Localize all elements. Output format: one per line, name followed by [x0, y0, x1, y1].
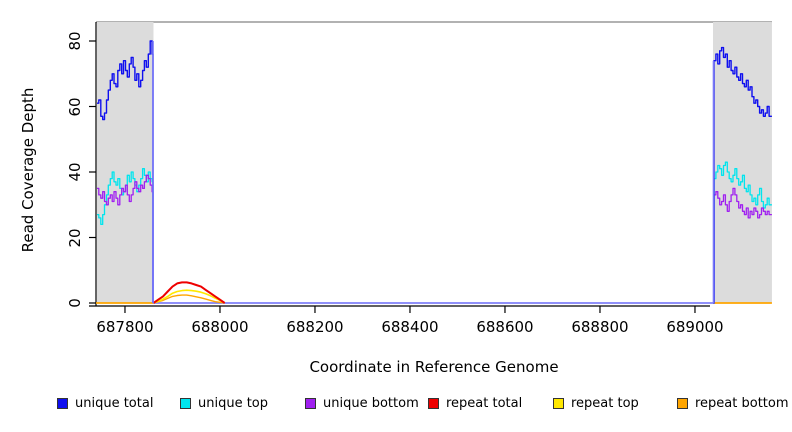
y-tick-label-1: 20: [66, 227, 84, 248]
series-unique-total: [97, 40, 154, 303]
x-tick-label-3: 688400: [381, 318, 439, 336]
legend-swatch-icon: [305, 398, 316, 409]
legend-label: unique bottom: [323, 396, 419, 411]
x-tick-label-1: 688000: [191, 318, 249, 336]
series-unique-bottom-right: [713, 187, 772, 304]
legend-item-unique-total: unique total: [57, 396, 153, 411]
legend-swatch-icon: [428, 398, 439, 409]
legend-item-repeat-top: repeat top: [553, 396, 639, 411]
series-unique-top-right: [713, 161, 772, 304]
x-tick-label-2: 688200: [286, 318, 344, 336]
legend-swatch-icon: [677, 398, 688, 409]
x-axis-title: Coordinate in Reference Genome: [309, 358, 559, 376]
legend-label: repeat bottom: [695, 396, 789, 411]
y-tick-label-4: 80: [66, 31, 84, 51]
x-tick-label-5: 688800: [571, 318, 629, 336]
x-tick-label-0: 687800: [96, 318, 154, 336]
series-repeat-top: [153, 289, 226, 304]
y-tick-label-3: 60: [66, 96, 84, 117]
shaded-region-1: [713, 22, 772, 304]
series-repeat-bottom: [153, 294, 225, 304]
x-tick-label-4: 688600: [476, 318, 534, 336]
legend-swatch-icon: [553, 398, 564, 409]
series-repeat-total: [152, 281, 226, 304]
legend-item-unique-top: unique top: [180, 396, 268, 411]
y-axis-title: Read Coverage Depth: [19, 87, 37, 253]
series-unique-total-right: [713, 46, 772, 304]
legend-item-repeat-total: repeat total: [428, 396, 522, 411]
legend-label: repeat total: [446, 396, 523, 411]
legend-swatch-icon: [57, 398, 68, 409]
legend-label: repeat top: [571, 396, 639, 411]
legend-label: unique top: [198, 396, 269, 411]
y-tick-label-2: 40: [66, 162, 84, 182]
series-unique-bottom: [97, 174, 154, 303]
x-tick-label-6: 689000: [666, 318, 724, 336]
legend-item-repeat-bottom: repeat bottom: [677, 396, 789, 411]
legend-item-unique-bottom: unique bottom: [305, 396, 419, 411]
y-tick-label-0: 0: [66, 298, 84, 308]
legend-swatch-icon: [180, 398, 191, 409]
legend-label: unique total: [75, 396, 154, 411]
